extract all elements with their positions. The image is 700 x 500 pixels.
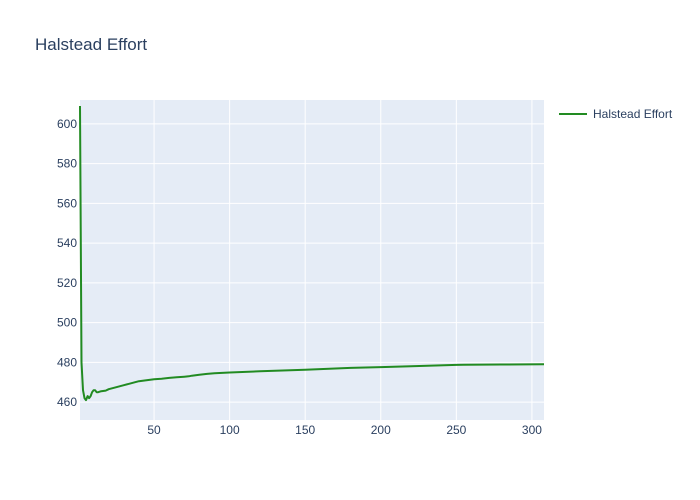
x-tick-label: 200 [371, 423, 391, 437]
legend[interactable]: Halstead Effort [559, 107, 673, 121]
y-tick-label: 520 [57, 276, 77, 290]
x-axis: 50 100 150 200 250 300 [147, 423, 542, 437]
y-tick-label: 580 [57, 157, 77, 171]
series-line-halstead-effort[interactable] [79, 105, 545, 402]
x-tick-label: 150 [295, 423, 315, 437]
y-tick-label: 600 [57, 117, 77, 131]
chart-title: Halstead Effort [35, 35, 147, 54]
series-layer [79, 105, 545, 402]
y-tick-label: 500 [57, 316, 77, 330]
x-tick-label: 250 [446, 423, 466, 437]
y-tick-label: 480 [57, 355, 77, 369]
y-tick-label: 560 [57, 196, 77, 210]
y-axis: 460 480 500 520 540 560 580 600 [57, 117, 77, 409]
x-tick-label: 50 [147, 423, 161, 437]
gridlines [80, 100, 544, 420]
plot-area [80, 100, 544, 420]
legend-label-halstead-effort: Halstead Effort [593, 107, 673, 121]
x-tick-label: 100 [220, 423, 240, 437]
y-tick-label: 540 [57, 236, 77, 250]
y-tick-label: 460 [57, 395, 77, 409]
x-tick-label: 300 [522, 423, 542, 437]
